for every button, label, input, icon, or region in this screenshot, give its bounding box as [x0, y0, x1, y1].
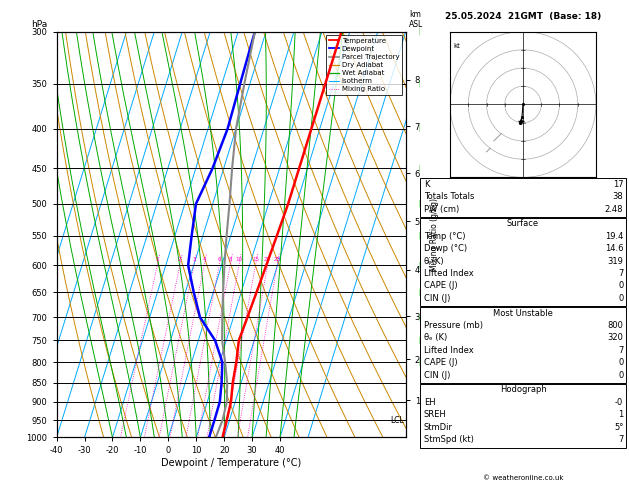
Text: 25: 25: [274, 257, 281, 262]
Text: │: │: [418, 313, 421, 321]
Text: Totals Totals: Totals Totals: [424, 192, 474, 201]
Text: 17: 17: [613, 180, 623, 189]
Text: Temp (°C): Temp (°C): [424, 232, 465, 241]
Text: PW (cm): PW (cm): [424, 205, 459, 214]
Text: 0: 0: [618, 294, 623, 303]
Text: 1: 1: [618, 410, 623, 419]
Text: CIN (J): CIN (J): [424, 294, 450, 303]
Text: Mixing Ratio (g/kg): Mixing Ratio (g/kg): [430, 198, 438, 271]
Text: │: │: [418, 125, 421, 132]
Text: 319: 319: [608, 257, 623, 266]
Text: 800: 800: [608, 321, 623, 330]
Text: km
ASL: km ASL: [409, 11, 423, 29]
Text: 320: 320: [608, 333, 623, 343]
Text: Hodograph: Hodograph: [499, 385, 547, 395]
Text: │: │: [418, 289, 421, 296]
Text: K: K: [424, 180, 430, 189]
Text: │: │: [418, 337, 421, 344]
Text: │: │: [418, 200, 421, 208]
Text: 20: 20: [264, 257, 271, 262]
Text: CAPE (J): CAPE (J): [424, 281, 457, 291]
Text: 14.6: 14.6: [605, 244, 623, 253]
Text: 38: 38: [613, 192, 623, 201]
Text: LCL: LCL: [391, 416, 404, 425]
Text: hPa: hPa: [31, 20, 48, 29]
Text: 7: 7: [618, 435, 623, 444]
Text: Lifted Index: Lifted Index: [424, 269, 474, 278]
Text: 2: 2: [178, 257, 182, 262]
Text: 3: 3: [192, 257, 196, 262]
Text: CIN (J): CIN (J): [424, 371, 450, 380]
Text: CAPE (J): CAPE (J): [424, 358, 457, 367]
Text: 1: 1: [155, 257, 159, 262]
Text: 2.48: 2.48: [605, 205, 623, 214]
Text: │: │: [418, 80, 421, 87]
Text: StmDir: StmDir: [424, 423, 453, 432]
Text: 25.05.2024  21GMT  (Base: 18): 25.05.2024 21GMT (Base: 18): [445, 12, 601, 21]
Text: Surface: Surface: [507, 219, 539, 228]
Text: 7: 7: [618, 346, 623, 355]
Text: 0: 0: [618, 281, 623, 291]
Text: │: │: [418, 165, 421, 172]
Text: StmSpd (kt): StmSpd (kt): [424, 435, 474, 444]
Text: 10: 10: [235, 257, 243, 262]
Text: 5°: 5°: [614, 423, 623, 432]
Text: Pressure (mb): Pressure (mb): [424, 321, 483, 330]
Text: SREH: SREH: [424, 410, 447, 419]
Text: │: │: [418, 359, 421, 366]
Text: kt: kt: [454, 42, 460, 49]
Text: -0: -0: [615, 398, 623, 407]
Text: Dewp (°C): Dewp (°C): [424, 244, 467, 253]
Text: 7: 7: [618, 269, 623, 278]
Text: 0: 0: [618, 358, 623, 367]
Text: 19.4: 19.4: [605, 232, 623, 241]
Text: 4: 4: [203, 257, 206, 262]
Text: │: │: [418, 28, 421, 35]
X-axis label: Dewpoint / Temperature (°C): Dewpoint / Temperature (°C): [161, 458, 301, 468]
Text: Lifted Index: Lifted Index: [424, 346, 474, 355]
Text: 0: 0: [618, 371, 623, 380]
Text: │: │: [418, 232, 421, 240]
Text: 15: 15: [252, 257, 259, 262]
Text: θₑ(K): θₑ(K): [424, 257, 445, 266]
Text: EH: EH: [424, 398, 435, 407]
Text: 8: 8: [228, 257, 232, 262]
Text: 6: 6: [218, 257, 221, 262]
Text: θₑ (K): θₑ (K): [424, 333, 447, 343]
Text: Most Unstable: Most Unstable: [493, 309, 553, 318]
Text: © weatheronline.co.uk: © weatheronline.co.uk: [483, 475, 563, 481]
Legend: Temperature, Dewpoint, Parcel Trajectory, Dry Adiabat, Wet Adiabat, Isotherm, Mi: Temperature, Dewpoint, Parcel Trajectory…: [326, 35, 402, 95]
Text: │: │: [418, 261, 421, 269]
